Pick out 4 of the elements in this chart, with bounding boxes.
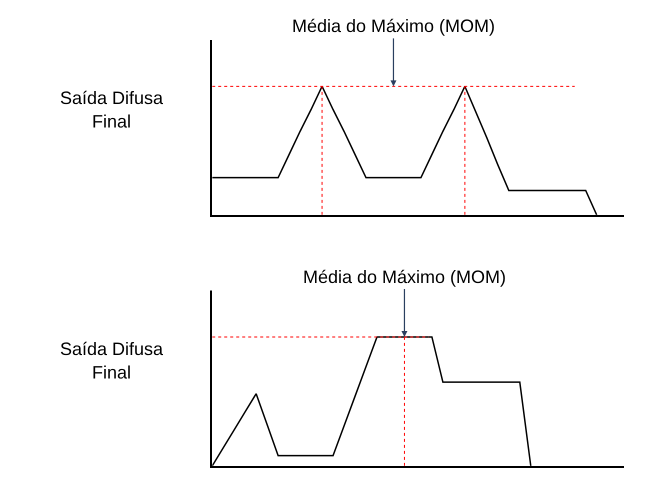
y-axis-title: Saída Difusa Final — [60, 88, 164, 132]
text: Média do Máximo (MOM) — [303, 267, 506, 287]
text: Média do Máximo (MOM) — [292, 16, 496, 36]
y-axis-title: Saída Difusa Final — [60, 339, 164, 382]
